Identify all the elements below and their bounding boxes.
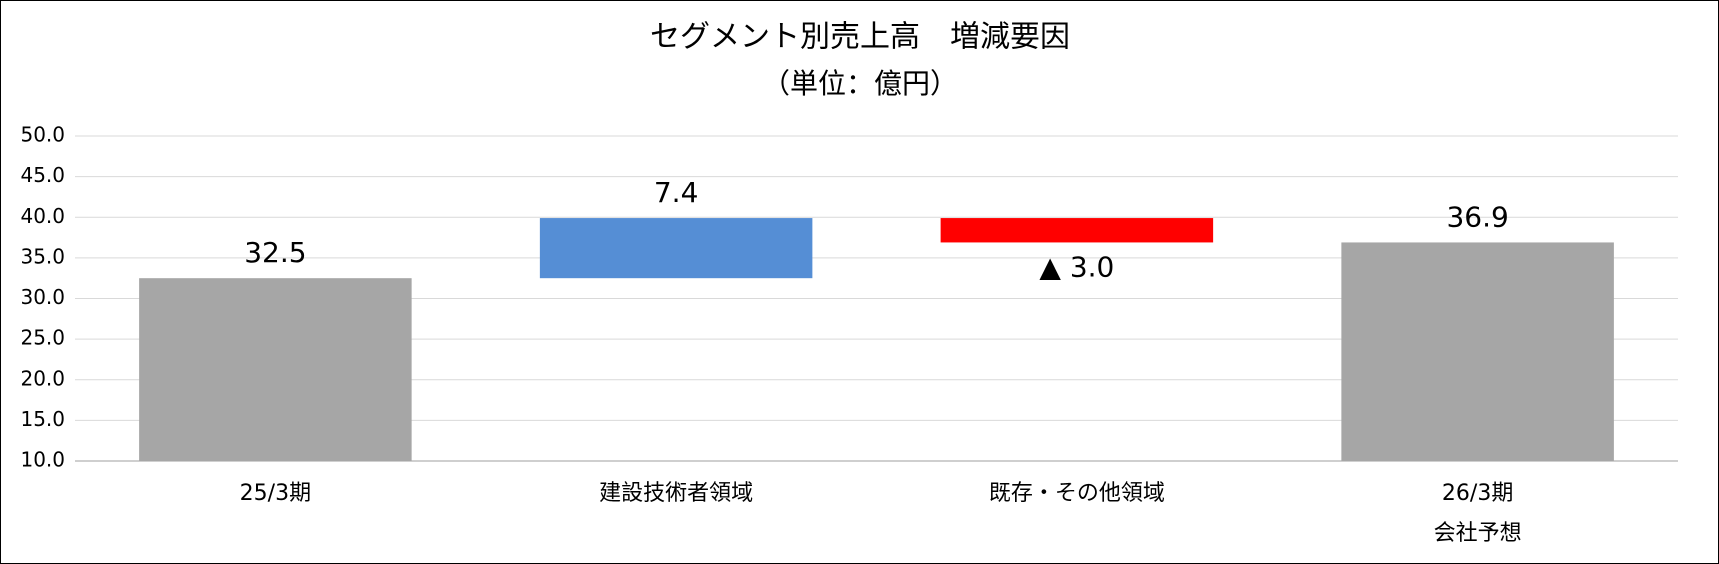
y-tick-label: 50.0	[20, 123, 65, 147]
y-tick-label: 25.0	[20, 326, 65, 350]
data-label: 7.4	[654, 176, 699, 209]
data-label: 32.5	[244, 236, 306, 269]
y-tick-label: 10.0	[20, 448, 65, 472]
y-tick-label: 15.0	[20, 407, 65, 431]
data-label: 36.9	[1446, 200, 1508, 233]
y-tick-label: 35.0	[20, 244, 65, 268]
y-tick-label: 20.0	[20, 366, 65, 390]
chart-title: セグメント別売上高 増減要因	[650, 20, 1070, 55]
x-tick-label: 26/3期 会社予想	[1433, 481, 1522, 546]
x-tick-label: 25/3期	[239, 481, 312, 506]
y-tick-label: 30.0	[20, 285, 65, 309]
bar	[940, 218, 1214, 243]
bar	[139, 278, 412, 461]
x-tick-label: 既存・その他領域	[988, 481, 1165, 506]
data-label: ▲ 3.0	[1039, 250, 1114, 283]
x-tick-label: 建設技術者領域	[599, 481, 754, 506]
chart-subtitle: （単位：億円）	[762, 67, 958, 100]
y-tick-label: 40.0	[20, 204, 65, 228]
bar	[1341, 242, 1614, 461]
y-tick-label: 45.0	[20, 163, 65, 187]
bar	[539, 218, 813, 279]
